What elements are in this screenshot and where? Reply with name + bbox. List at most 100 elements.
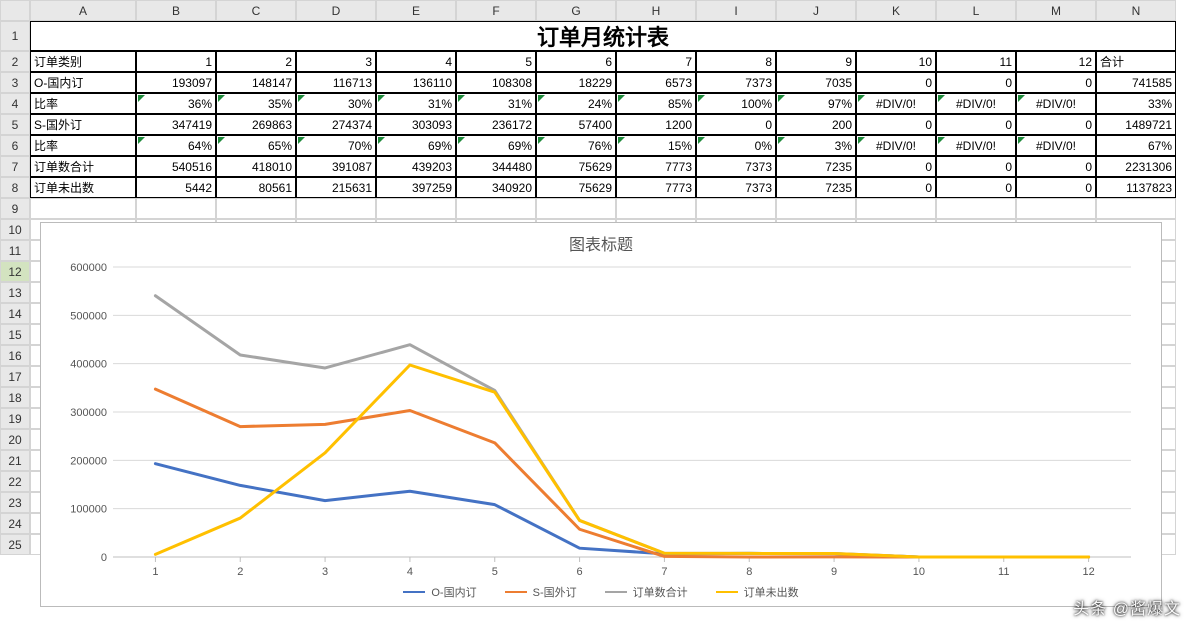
column-header-G[interactable]: G — [536, 0, 616, 21]
table-cell[interactable]: 7373 — [696, 156, 776, 177]
row-header-20[interactable]: 20 — [0, 429, 30, 450]
row-header-6[interactable]: 6 — [0, 135, 30, 156]
table-cell[interactable]: 193097 — [136, 72, 216, 93]
row-header-18[interactable]: 18 — [0, 387, 30, 408]
table-header-cell[interactable]: 7 — [616, 51, 696, 72]
empty-cell[interactable] — [30, 198, 136, 219]
table-cell[interactable]: #DIV/0! — [1016, 93, 1096, 114]
column-header-I[interactable]: I — [696, 0, 776, 21]
row-header-16[interactable]: 16 — [0, 345, 30, 366]
table-cell[interactable]: 0 — [1016, 177, 1096, 198]
row-header-14[interactable]: 14 — [0, 303, 30, 324]
table-cell[interactable]: 7373 — [696, 177, 776, 198]
empty-cell[interactable] — [1096, 198, 1176, 219]
table-cell[interactable]: 80561 — [216, 177, 296, 198]
table-cell[interactable]: 303093 — [376, 114, 456, 135]
table-cell[interactable]: 741585 — [1096, 72, 1176, 93]
row-header-1[interactable]: 1 — [0, 21, 30, 51]
table-cell[interactable]: 0% — [696, 135, 776, 156]
row-header-24[interactable]: 24 — [0, 513, 30, 534]
table-cell[interactable]: 148147 — [216, 72, 296, 93]
table-cell[interactable]: #DIV/0! — [856, 135, 936, 156]
select-all-corner[interactable] — [0, 0, 30, 21]
table-row-label[interactable]: O-国内订 — [30, 72, 136, 93]
table-cell[interactable]: 35% — [216, 93, 296, 114]
table-cell[interactable]: 24% — [536, 93, 616, 114]
table-cell[interactable]: 31% — [456, 93, 536, 114]
table-cell[interactable]: 0 — [856, 72, 936, 93]
empty-cell[interactable] — [616, 198, 696, 219]
row-header-8[interactable]: 8 — [0, 177, 30, 198]
table-cell[interactable]: 347419 — [136, 114, 216, 135]
table-cell[interactable]: 215631 — [296, 177, 376, 198]
table-cell[interactable]: 340920 — [456, 177, 536, 198]
empty-cell[interactable] — [536, 198, 616, 219]
table-cell[interactable]: 200 — [776, 114, 856, 135]
table-cell[interactable]: 97% — [776, 93, 856, 114]
column-header-H[interactable]: H — [616, 0, 696, 21]
table-cell[interactable]: 0 — [1016, 156, 1096, 177]
column-header-C[interactable]: C — [216, 0, 296, 21]
empty-cell[interactable] — [216, 198, 296, 219]
table-cell[interactable]: 5442 — [136, 177, 216, 198]
table-cell[interactable]: 0 — [936, 72, 1016, 93]
table-header-cell[interactable]: 12 — [1016, 51, 1096, 72]
table-cell[interactable]: 69% — [376, 135, 456, 156]
column-header-E[interactable]: E — [376, 0, 456, 21]
table-cell[interactable]: 391087 — [296, 156, 376, 177]
table-cell[interactable]: 7235 — [776, 156, 856, 177]
table-cell[interactable]: 269863 — [216, 114, 296, 135]
table-cell[interactable]: 3% — [776, 135, 856, 156]
column-header-B[interactable]: B — [136, 0, 216, 21]
table-cell[interactable]: 439203 — [376, 156, 456, 177]
row-header-23[interactable]: 23 — [0, 492, 30, 513]
table-row-label[interactable]: 订单未出数 — [30, 177, 136, 198]
table-header-cell[interactable]: 10 — [856, 51, 936, 72]
row-header-15[interactable]: 15 — [0, 324, 30, 345]
table-cell[interactable]: 30% — [296, 93, 376, 114]
table-cell[interactable]: 0 — [936, 114, 1016, 135]
column-header-M[interactable]: M — [1016, 0, 1096, 21]
table-cell[interactable]: 236172 — [456, 114, 536, 135]
table-cell[interactable]: 0 — [856, 177, 936, 198]
table-cell[interactable]: 15% — [616, 135, 696, 156]
table-cell[interactable]: 31% — [376, 93, 456, 114]
table-cell[interactable]: 67% — [1096, 135, 1176, 156]
table-cell[interactable]: 0 — [856, 156, 936, 177]
table-cell[interactable]: 1137823 — [1096, 177, 1176, 198]
row-header-3[interactable]: 3 — [0, 72, 30, 93]
column-header-J[interactable]: J — [776, 0, 856, 21]
table-cell[interactable]: 108308 — [456, 72, 536, 93]
row-header-13[interactable]: 13 — [0, 282, 30, 303]
table-cell[interactable]: 397259 — [376, 177, 456, 198]
table-cell[interactable]: 344480 — [456, 156, 536, 177]
table-cell[interactable]: 69% — [456, 135, 536, 156]
column-header-A[interactable]: A — [30, 0, 136, 21]
column-header-N[interactable]: N — [1096, 0, 1176, 21]
empty-cell[interactable] — [936, 198, 1016, 219]
table-cell[interactable]: 7235 — [776, 177, 856, 198]
empty-cell[interactable] — [776, 198, 856, 219]
table-cell[interactable]: 116713 — [296, 72, 376, 93]
column-header-K[interactable]: K — [856, 0, 936, 21]
table-cell[interactable]: 0 — [856, 114, 936, 135]
table-row-label[interactable]: 订单数合计 — [30, 156, 136, 177]
legend-item[interactable]: 订单数合计 — [605, 584, 688, 600]
legend-item[interactable]: O-国内订 — [403, 584, 476, 600]
table-cell[interactable]: #DIV/0! — [856, 93, 936, 114]
table-cell[interactable]: 2231306 — [1096, 156, 1176, 177]
row-header-25[interactable]: 25 — [0, 534, 30, 555]
column-header-D[interactable]: D — [296, 0, 376, 21]
row-header-22[interactable]: 22 — [0, 471, 30, 492]
row-header-19[interactable]: 19 — [0, 408, 30, 429]
row-header-2[interactable]: 2 — [0, 51, 30, 72]
table-header-cell[interactable]: 9 — [776, 51, 856, 72]
table-cell[interactable]: 6573 — [616, 72, 696, 93]
title-cell[interactable]: 订单月统计表 — [30, 21, 1176, 51]
table-cell[interactable]: 76% — [536, 135, 616, 156]
table-header-cell[interactable]: 2 — [216, 51, 296, 72]
table-cell[interactable]: #DIV/0! — [936, 135, 1016, 156]
table-cell[interactable]: 7373 — [696, 72, 776, 93]
row-header-7[interactable]: 7 — [0, 156, 30, 177]
table-cell[interactable]: 7035 — [776, 72, 856, 93]
